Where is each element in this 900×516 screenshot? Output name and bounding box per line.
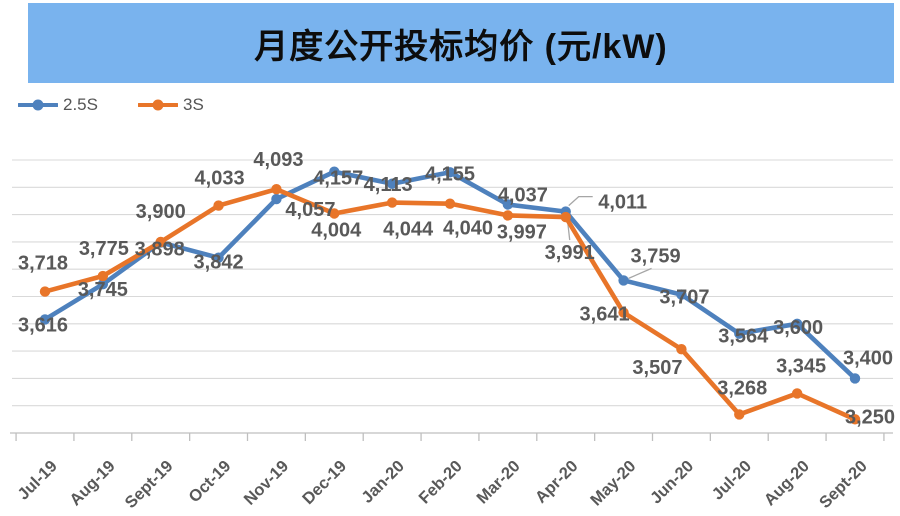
data-point-marker [386,178,398,189]
chart-title: 月度公开投标均价 (元/kW) [254,27,668,66]
data-label: 3,759 [631,245,681,267]
data-label: 4,033 [195,168,245,190]
x-axis-label: Aug-19 [66,457,118,509]
line-marker-icon [136,98,179,112]
x-axis-label: Jan-20 [358,457,408,507]
data-label: 4,113 [364,174,413,196]
data-point-marker [213,252,224,263]
data-label: 3,898 [135,238,185,260]
data-point-marker [329,166,340,177]
data-point-marker [618,307,629,318]
x-axis-label: Mar-20 [473,457,523,507]
data-label: 3,564 [718,326,769,348]
x-axis-label: Jul-20 [709,457,755,503]
data-point-marker [502,199,514,210]
data-point-marker [560,211,571,223]
data-point-marker [155,236,166,248]
data-label: 3,718 [18,253,68,275]
data-point-marker [734,409,745,420]
x-axis-label: Sept-20 [816,457,871,512]
data-label: 4,057 [285,199,335,221]
data-point-marker [97,279,109,290]
label-leader-line [568,195,593,207]
data-label: 4,037 [498,184,548,206]
x-axis-label: Apr-20 [532,457,582,507]
legend-label: 3S [182,95,204,114]
data-label: 4,011 [598,192,647,214]
data-point-marker [502,210,514,221]
data-point-marker [791,318,803,329]
data-point-marker [39,286,51,297]
data-label: 3,775 [79,238,129,260]
data-point-marker [849,373,861,384]
data-label: 3,842 [194,252,244,274]
data-label: 3,707 [659,287,709,309]
legend: 2.5S 3S [17,93,204,117]
data-label: 3,991 [545,242,595,264]
legend-item-2-5s: 2.5S [17,95,98,115]
data-point-marker [676,343,687,355]
data-point-marker [386,197,398,208]
x-axis-label: May-20 [587,457,639,509]
data-point-marker [271,184,282,195]
x-axis-label: Sept-19 [122,457,177,512]
data-label: 3,745 [78,279,128,301]
x-axis-label: Nov-19 [241,457,293,509]
x-axis-label: Dec-19 [299,457,350,508]
data-point-marker [849,414,861,425]
data-label: 3,268 [717,377,767,399]
x-axis-label: Jul-19 [14,457,60,503]
x-axis-label: Aug-20 [761,457,813,509]
x-axis-label: Jun-20 [647,457,697,507]
data-point-marker [97,270,109,282]
data-point-marker [618,275,629,286]
data-point-marker [271,193,282,205]
data-point-marker [213,200,224,211]
data-label: 3,616 [18,314,68,336]
x-axis-label: Feb-20 [415,457,465,507]
data-label: 3,400 [843,347,893,369]
legend-item-3s: 3S [136,95,204,115]
data-label: 4,155 [425,163,475,185]
line-marker-icon [17,98,59,112]
data-point-marker [444,198,456,209]
data-label: 3,900 [136,201,186,223]
data-label: 3,507 [632,357,682,379]
legend-label: 2.5S [63,95,98,114]
label-leader-line [628,267,652,279]
data-label: 3,997 [497,221,547,243]
data-label: 3,250 [845,406,895,428]
data-point-marker [444,167,456,178]
data-label: 4,004 [311,220,362,242]
data-point-marker [39,314,51,325]
data-point-marker [734,328,745,339]
data-label: 4,040 [443,218,493,240]
data-label: 4,157 [313,168,363,190]
data-label: 3,345 [776,355,826,377]
data-point-marker [329,208,340,219]
data-label: 3,641 [580,304,630,326]
x-axis-label: Oct-19 [185,457,234,506]
data-label: 4,044 [383,219,434,241]
data-point-marker [791,388,803,399]
data-label: 4,093 [253,149,303,171]
chart-title-band: 月度公开投标均价 (元/kW) [28,3,894,83]
data-point-marker [676,289,687,300]
data-label: 3,600 [773,317,823,339]
